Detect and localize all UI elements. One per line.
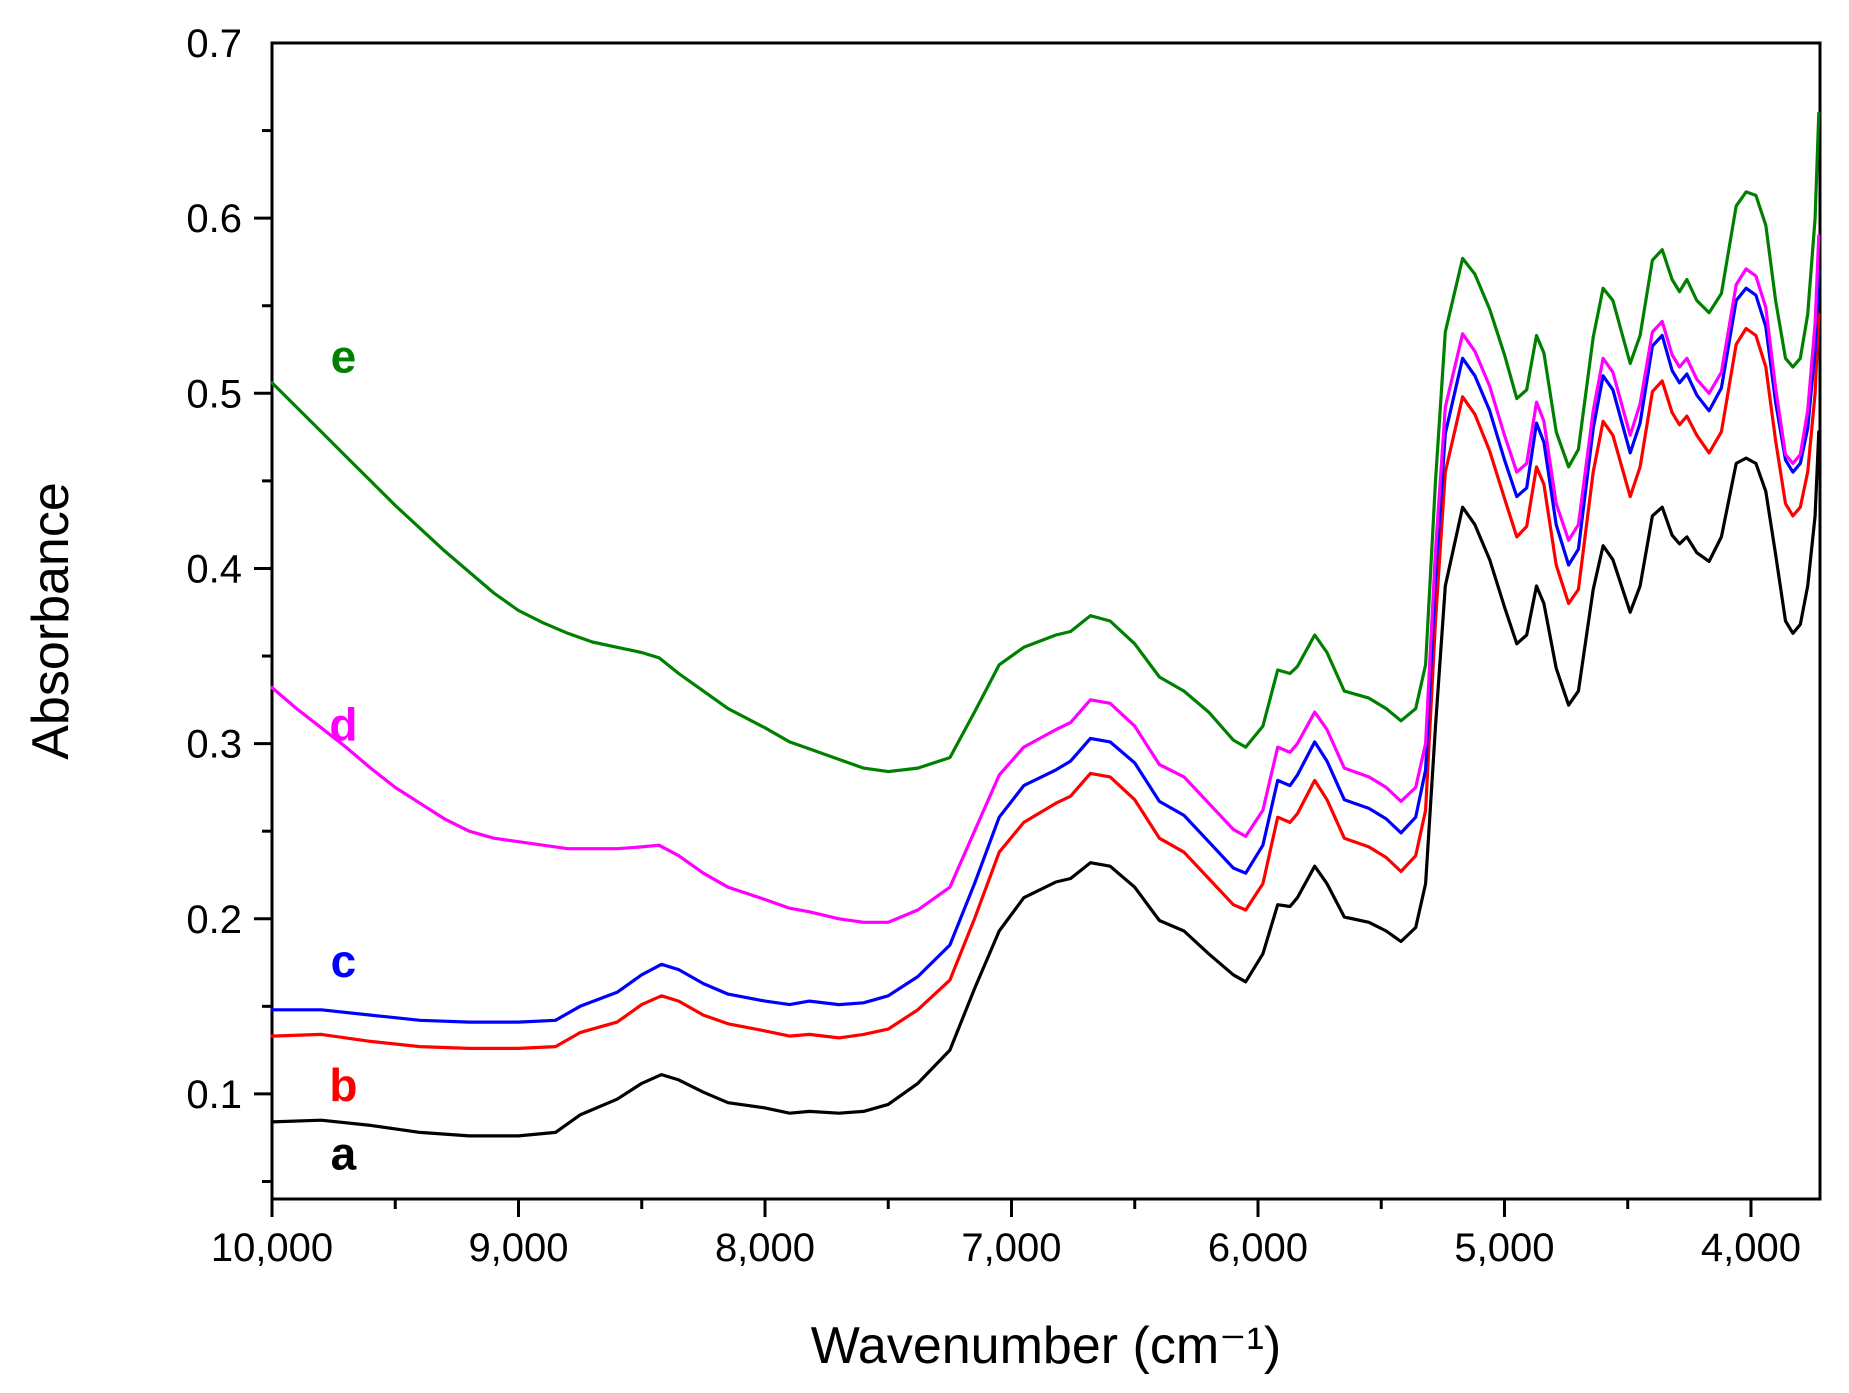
series-line-b xyxy=(270,312,1821,1050)
x-axis: 10,000 9,000 8,000 7,000 6,000 5,000 4,000 xyxy=(211,1199,1801,1270)
y-tick-label: 0.6 xyxy=(186,197,242,241)
y-axis-title: Absorbance xyxy=(22,482,80,760)
x-tick-label: 9,000 xyxy=(468,1226,568,1270)
series-line-d xyxy=(270,234,1821,924)
y-tick-label: 0.1 xyxy=(186,1073,242,1117)
y-tick-label: 0.2 xyxy=(186,898,242,942)
series-label-d: d xyxy=(329,698,357,750)
x-tick-label: 8,000 xyxy=(715,1226,815,1270)
series-line-a xyxy=(270,430,1821,1138)
x-axis-title: Wavenumber (cm⁻¹) xyxy=(811,1317,1281,1375)
y-axis: 0.1 0.2 0.3 0.4 0.5 0.6 0.7 xyxy=(186,22,272,1183)
series-label-c: c xyxy=(331,935,357,987)
y-tick-label: 0.5 xyxy=(186,372,242,416)
x-tick-label: 7,000 xyxy=(961,1226,1061,1270)
y-tick-label: 0.3 xyxy=(186,723,242,767)
series-line-e xyxy=(270,111,1821,774)
series-label-e: e xyxy=(331,331,357,383)
x-tick-label: 4,000 xyxy=(1701,1226,1801,1270)
x-tick-label: 5,000 xyxy=(1454,1226,1554,1270)
series-label-a: a xyxy=(331,1127,357,1179)
series-line-c xyxy=(270,269,1821,1024)
x-tick-label: 10,000 xyxy=(211,1226,333,1270)
x-tick-label: 6,000 xyxy=(1208,1226,1308,1270)
y-tick-label: 0.4 xyxy=(186,547,242,591)
series-labels: ab c d e xyxy=(329,331,357,1180)
plot-frame xyxy=(270,41,1822,1201)
y-tick-label: 0.7 xyxy=(186,22,242,66)
series-group xyxy=(270,111,1821,1138)
series-label-b: b xyxy=(329,1059,357,1111)
